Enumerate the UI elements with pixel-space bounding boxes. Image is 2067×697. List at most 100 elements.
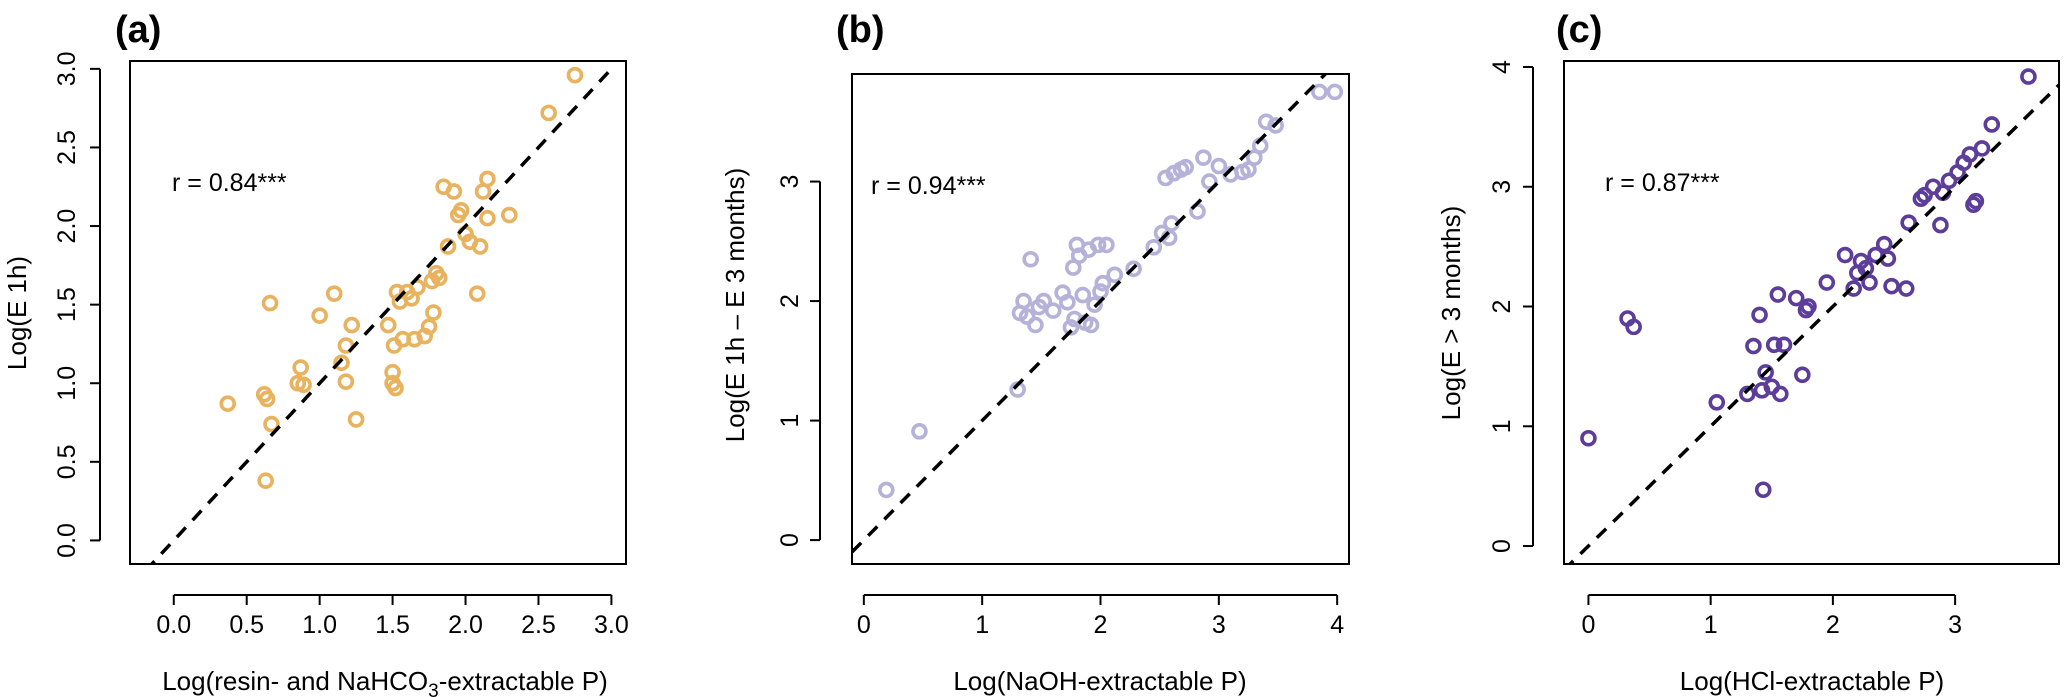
panel-a-y-tick-label-2: 1.0 [53,366,81,401]
panel-a-x-tick-label-6: 3.0 [594,611,629,639]
panel-a-point-38 [452,202,470,219]
panel-a-point-10 [325,285,343,302]
panel-a-y-axis-title: Log(E 1h) [2,256,32,370]
panel-c-point-30 [1897,280,1915,297]
panel-a-x-tick-label-5: 2.5 [521,611,556,639]
panel-a-point-2 [258,390,276,408]
panel-b-x-tick-label-0: 0 [857,611,871,639]
panel-b-point-1 [911,423,928,440]
panel-a-point-47 [540,104,557,122]
panel-b-point-27 [1106,266,1123,284]
panel-b-y-tick-label-3: 3 [776,175,804,189]
panel-b-point-25 [1094,274,1112,292]
panel-c-point-31 [1900,214,1917,231]
panel-a-point-8 [295,376,312,394]
panel-a-x-axis-title: Log(resin- and NaHCO3-extractable P) [162,666,608,697]
panel-c-y-tick-label-3: 3 [1488,180,1516,194]
panel-c-point-3 [1708,394,1726,411]
panel-a-correlation: r = 0.84*** [172,169,287,197]
panel-b-points [878,83,1344,499]
panel-b-y-axis: 0 1 2 3 [776,175,821,547]
panel-a-point-0 [219,395,237,412]
panel-b: (b) 0 1 2 3 4 0 1 2 3 r = 0.94*** Log(NaOH-extr… [720,9,1350,696]
panel-a-points [219,66,584,489]
panel-c-point-45 [2020,68,2037,85]
panel-b-point-38 [1195,149,1212,166]
panel-b-point-47 [1267,117,1284,134]
panel-a-letter: (a) [115,9,161,51]
panel-b-point-23 [1089,236,1107,254]
panel-c-point-6 [1751,306,1768,324]
panel-a-x-tick-label-2: 1.0 [302,611,337,639]
panel-c-point-44 [1983,116,2001,133]
panel-b-y-tick-label-0: 0 [776,533,804,547]
panel-c-point-4 [1739,385,1756,403]
panel-a-point-44 [479,170,496,188]
panel-b-point-21 [1082,316,1100,334]
panel-c-point-0 [1580,429,1597,447]
panel-c-x-tick-label-0: 0 [1581,611,1595,639]
panel-a-point-45 [479,209,496,227]
panel-a-fit-line [149,67,613,564]
panel-c-point-25 [1861,274,1878,291]
panel-a-point-46 [500,206,518,224]
panel-b-point-28 [1125,260,1142,278]
panel-b-point-7 [1027,316,1044,334]
panel-c-x-tick-label-3: 3 [1948,611,1962,639]
panel-a-point-16 [379,316,397,334]
panel-a-point-30 [425,304,442,321]
panel-b-point-39 [1201,173,1218,190]
panel-a-x-tick-label-1: 0.5 [229,611,264,639]
panel-a-point-5 [261,294,279,312]
panel-a-point-20 [387,379,404,397]
panel-c-y-tick-label-1: 1 [1488,419,1516,433]
panel-c-point-12 [1769,286,1787,303]
panel-a-x-tick-label-4: 2.0 [448,611,483,639]
panel-c-y-tick-label-0: 0 [1488,539,1516,553]
panel-a-y-tick-label-5: 2.5 [53,130,81,165]
panel-b-point-40 [1210,157,1228,175]
panel-c-point-16 [1794,366,1811,384]
panel-a-point-11 [333,354,350,372]
panel-b-point-24 [1092,283,1109,300]
panel-b-point-29 [1145,238,1163,256]
panel-c-x-axis-title: Log(HCl-extractable P) [1680,666,1944,696]
panel-b-x-tick-label-4: 4 [1330,611,1344,639]
panel-a-y-axis: 0.0 0.5 1.0 1.5 2.0 2.5 3.0 [53,51,101,558]
panel-c-plot-frame [1563,60,2060,565]
panel-c-point-15 [1787,289,1805,307]
panel-b-point-10 [1044,302,1062,319]
panel-a-y-tick-label-0: 0.0 [53,523,81,558]
panel-a-x-tick-label-3: 1.5 [375,611,410,639]
panel-b-point-5 [1018,308,1036,325]
panel-c-point-5 [1745,337,1762,355]
panel-c-point-13 [1772,385,1789,403]
panel-b-point-12 [1059,293,1076,311]
panel-a-x-tick-label-0: 0.0 [156,611,191,639]
panel-c-point-37 [1940,172,1958,190]
panel-c-point-35 [1932,216,1949,234]
panel-c-y-tick-label-4: 4 [1488,60,1516,74]
panel-b-point-49 [1326,83,1344,101]
panel-a-point-42 [471,238,489,255]
panel-b-point-4 [1015,292,1032,310]
panel-b-point-13 [1062,319,1080,336]
panel-c-point-43 [1973,140,1991,157]
panel-a-point-7 [292,359,309,376]
panel-a-point-15 [347,411,365,428]
panel-b-point-48 [1311,83,1328,101]
panel-c-point-18 [1800,298,1817,315]
panel-b-point-18 [1074,286,1092,304]
panel-a-point-29 [420,318,438,335]
panel-a-point-4 [263,415,280,433]
panel-b-x-axis: 0 1 2 3 4 [857,594,1344,639]
panel-c-point-27 [1875,235,1893,253]
panel-a-point-14 [343,316,361,334]
panel-c-x-tick-label-2: 2 [1826,611,1840,639]
panel-b-x-tick-label-3: 3 [1212,611,1226,639]
panel-b-point-9 [1035,292,1052,310]
panel-c-letter: (c) [1556,9,1602,51]
panel-c-one-to-one-line [1567,83,2059,564]
panel-c-point-8 [1757,364,1774,381]
panel-c-y-axis-title: Log(E > 3 months) [1436,206,1466,421]
